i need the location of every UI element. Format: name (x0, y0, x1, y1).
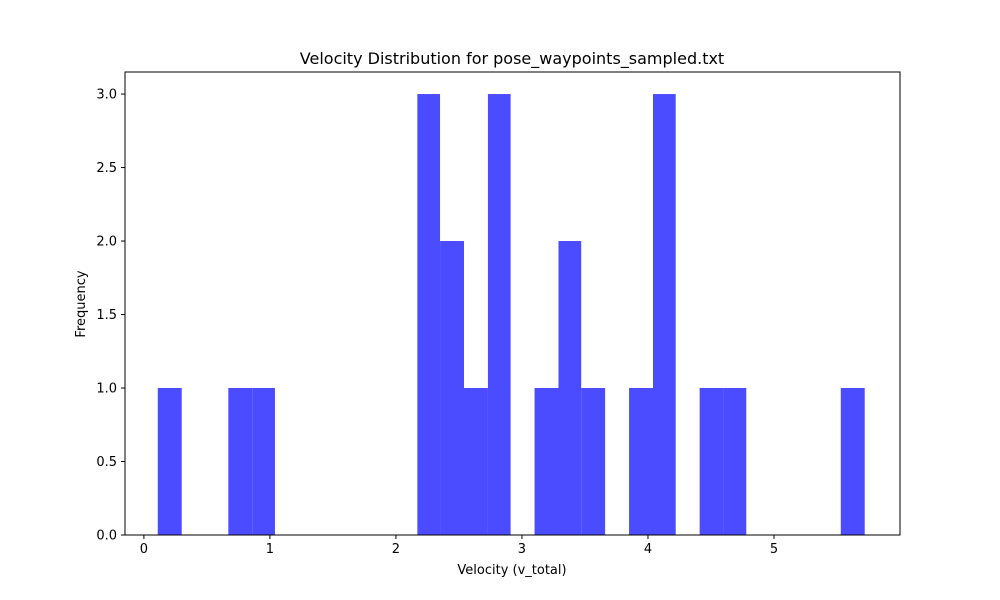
y-tick-label: 1.5 (96, 308, 117, 323)
histogram-bar (440, 241, 464, 536)
histogram-bar (228, 388, 253, 535)
histogram-bar (581, 388, 606, 535)
histogram-bar (157, 388, 182, 535)
x-tick-label: 0 (140, 542, 148, 557)
histogram-bar (840, 388, 865, 535)
histogram-bar (417, 94, 441, 536)
x-tick-label: 5 (770, 542, 778, 557)
histogram-bar (534, 388, 559, 535)
x-tick-label: 2 (392, 542, 400, 557)
histogram-bar (629, 388, 654, 535)
histogram-bar (252, 388, 275, 535)
y-tick-label: 2.0 (96, 235, 117, 250)
y-tick-label: 0.0 (96, 529, 117, 544)
y-axis-ticks: 0.0 0.5 1.0 1.5 2.0 2.5 3.0 (96, 88, 125, 544)
y-tick-label: 3.0 (96, 88, 117, 103)
y-tick-label: 2.5 (96, 161, 117, 176)
histogram-bar (558, 241, 582, 536)
histogram-bar (653, 94, 676, 536)
histogram-bar (463, 388, 488, 535)
y-tick-label: 1.0 (96, 382, 117, 397)
histogram-bar (699, 388, 724, 535)
x-axis-label: Velocity (v_total) (457, 563, 566, 578)
x-axis-ticks: 0 1 2 3 4 5 (140, 535, 778, 557)
chart-title: Velocity Distribution for pose_waypoints… (300, 49, 724, 69)
y-tick-label: 0.5 (96, 455, 117, 470)
y-axis-label: Frequency (74, 270, 89, 337)
x-tick-label: 1 (266, 542, 274, 557)
bars (157, 94, 865, 536)
histogram-bar (723, 388, 747, 535)
x-tick-label: 4 (644, 542, 652, 557)
histogram-bar (487, 94, 511, 536)
plot-frame (124, 71, 901, 536)
x-tick-label: 3 (518, 542, 526, 557)
